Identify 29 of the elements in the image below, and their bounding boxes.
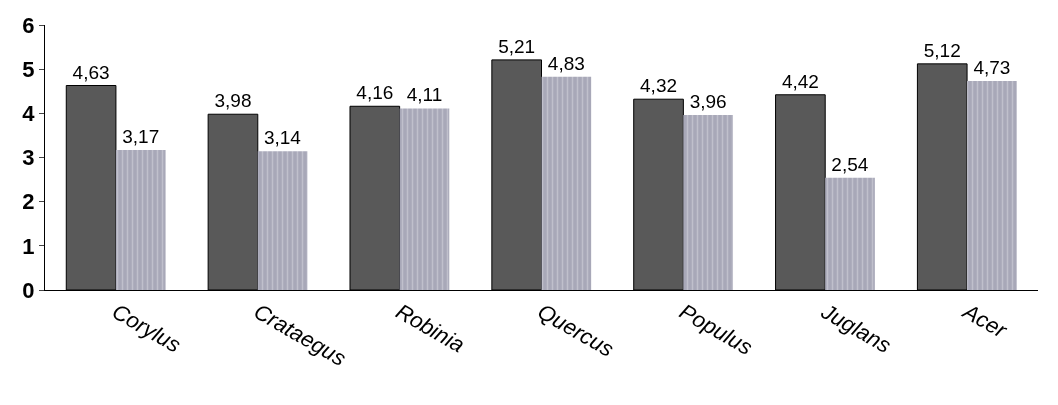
data-label: 4,11 [406,84,443,106]
bar [825,177,875,290]
data-label: 3,17 [122,125,160,147]
data-label: 3,98 [214,90,252,112]
x-tick-label: Acer [957,297,1013,344]
data-label: 4,42 [781,70,819,92]
bar [257,151,308,290]
data-label: 5,21 [498,35,536,57]
y-tick-label: 4 [22,101,36,127]
y-tick-label: 1 [22,233,35,259]
y-tick-label: 5 [22,56,35,82]
data-label: 4,16 [356,82,394,104]
data-label: 2,54 [831,153,869,175]
bar [399,108,450,290]
bar [683,115,734,290]
y-tick-label: 0 [22,277,35,303]
y-tick-label: 2 [22,189,35,215]
data-label: 3,96 [689,91,727,113]
data-label: 4,83 [547,52,585,74]
data-label: 5,12 [923,39,961,61]
data-label: 4,63 [72,61,110,83]
data-label: 4,32 [640,75,678,97]
y-tick-label: 3 [22,145,35,171]
bar [115,149,166,290]
data-label: 3,14 [263,127,302,149]
data-label: 4,73 [973,57,1011,79]
y-tick-label: 6 [22,12,35,38]
bar [541,76,592,290]
bar [967,81,1017,290]
